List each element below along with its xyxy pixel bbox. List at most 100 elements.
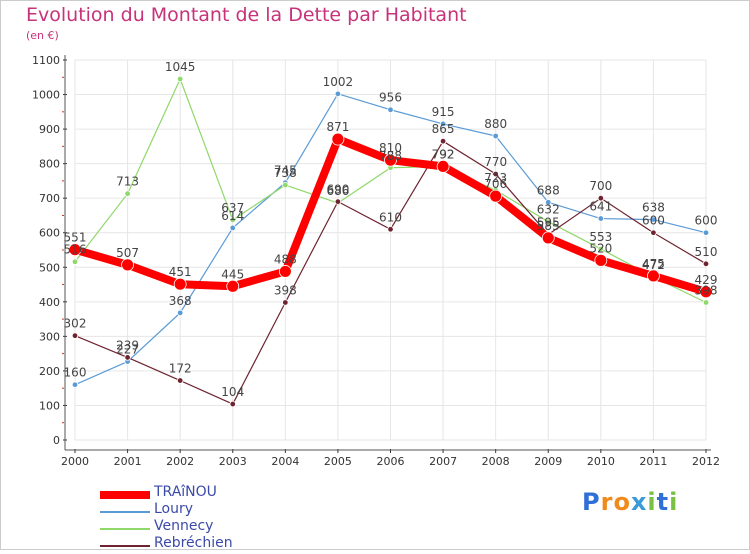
data-point-tra-nou xyxy=(226,279,240,293)
data-label: 429 xyxy=(695,273,718,287)
data-label: 104 xyxy=(221,385,244,399)
data-point-loury xyxy=(702,229,710,236)
data-label: 792 xyxy=(432,147,455,161)
y-tick-label: 1000 xyxy=(32,89,60,102)
data-label: 227 xyxy=(116,343,139,357)
data-label: 638 xyxy=(642,201,665,215)
data-point-loury xyxy=(545,199,552,206)
data-point-tra-nou xyxy=(594,253,608,267)
data-point-rebr-chien xyxy=(597,194,605,202)
axes: 0 100 200 300 400 500 600 700 800 900 1000 1100 2000… xyxy=(32,54,720,468)
y-tick-label: 200 xyxy=(39,365,60,378)
x-tick-label: 2009 xyxy=(534,455,562,468)
y-tick-label: 500 xyxy=(39,261,60,274)
data-point-loury xyxy=(334,90,342,98)
data-point-loury xyxy=(387,106,394,113)
data-label: 865 xyxy=(432,122,455,136)
data-label: 302 xyxy=(64,317,87,331)
data-label: 445 xyxy=(221,267,244,281)
data-label: 706 xyxy=(484,177,507,191)
y-tick-label: 300 xyxy=(39,330,60,343)
data-point-tra-nou xyxy=(173,277,187,291)
x-tick-label: 2011 xyxy=(639,455,667,468)
data-point-rebr-chien xyxy=(650,229,657,236)
data-label: 713 xyxy=(116,175,139,189)
data-label: 600 xyxy=(642,214,665,228)
data-point-tra-nou xyxy=(699,285,713,299)
data-point-vennecy xyxy=(597,245,605,253)
x-tick-label: 2000 xyxy=(61,455,89,468)
legend-label: Loury xyxy=(154,501,194,517)
data-point-rebr-chien xyxy=(439,137,447,145)
y-tick-label: 0 xyxy=(53,434,60,447)
data-point-rebr-chien xyxy=(176,377,184,384)
x-tick-label: 2012 xyxy=(692,455,720,468)
data-label: 738 xyxy=(274,166,297,180)
legend-swatch xyxy=(100,511,150,513)
data-point-rebr-chien xyxy=(387,226,394,233)
chart-title: Evolution du Montant de la Dette par Hab… xyxy=(26,4,467,26)
data-point-rebr-chien xyxy=(229,400,236,408)
data-label: 915 xyxy=(432,105,455,119)
legend-swatch xyxy=(100,545,150,547)
chart-subtitle: (en €) xyxy=(26,29,59,42)
data-point-rebr-chien xyxy=(492,170,499,178)
data-point-vennecy xyxy=(176,75,184,83)
data-label: 614 xyxy=(221,209,244,223)
data-label: 475 xyxy=(642,257,665,271)
data-label: 368 xyxy=(169,294,192,308)
data-label: 880 xyxy=(484,117,507,131)
data-point-loury xyxy=(71,381,79,388)
data-point-vennecy xyxy=(545,218,552,225)
data-point-vennecy xyxy=(124,190,131,197)
x-tick-label: 2006 xyxy=(377,455,405,468)
legend-swatch xyxy=(100,528,150,530)
legend-label: Rebréchien xyxy=(154,535,233,551)
data-point-vennecy xyxy=(702,299,710,306)
x-tick-label: 2005 xyxy=(324,455,352,468)
data-label: 688 xyxy=(537,183,560,197)
proxiti-logo: Proxiti xyxy=(582,488,678,516)
series-layer xyxy=(68,75,713,408)
data-point-loury xyxy=(439,120,447,128)
data-point-tra-nou xyxy=(331,132,345,146)
data-label: 871 xyxy=(326,120,349,134)
data-label: 507 xyxy=(116,246,139,260)
data-label: 160 xyxy=(64,366,87,380)
data-label: 1045 xyxy=(165,60,196,74)
y-tick-label: 900 xyxy=(39,123,60,136)
grid xyxy=(74,59,707,441)
legend-swatch xyxy=(100,491,150,499)
data-label: 451 xyxy=(169,265,192,279)
data-point-rebr-chien xyxy=(71,332,79,339)
x-tick-label: 2003 xyxy=(219,455,247,468)
data-point-loury xyxy=(597,215,605,222)
data-point-tra-nou xyxy=(489,189,503,203)
data-label: 516 xyxy=(64,243,87,257)
x-tick-label: 2008 xyxy=(482,455,510,468)
data-label: 770 xyxy=(484,155,507,169)
x-tick-label: 2004 xyxy=(271,455,299,468)
data-label: 745 xyxy=(274,164,297,178)
data-label: 472 xyxy=(642,258,665,272)
data-point-loury xyxy=(229,224,236,232)
data-point-tra-nou xyxy=(647,269,660,283)
data-point-loury xyxy=(492,132,499,140)
data-label: 510 xyxy=(695,245,718,259)
x-tick-label: 2002 xyxy=(166,455,194,468)
data-point-tra-nou xyxy=(384,153,397,167)
data-label: 956 xyxy=(379,91,402,105)
data-label: 792 xyxy=(432,147,455,161)
x-tick-label: 2010 xyxy=(587,455,615,468)
y-tick-label: 100 xyxy=(39,399,60,412)
data-label: 641 xyxy=(589,200,612,214)
data-label: 398 xyxy=(695,284,718,298)
logo-letter: r xyxy=(600,488,614,516)
data-point-rebr-chien xyxy=(124,354,131,361)
data-point-tra-nou xyxy=(436,159,450,173)
y-tick-label: 1100 xyxy=(32,54,60,67)
data-label: 686 xyxy=(326,184,349,198)
logo-letter: x xyxy=(630,488,648,516)
y-tick-label: 400 xyxy=(39,296,60,309)
